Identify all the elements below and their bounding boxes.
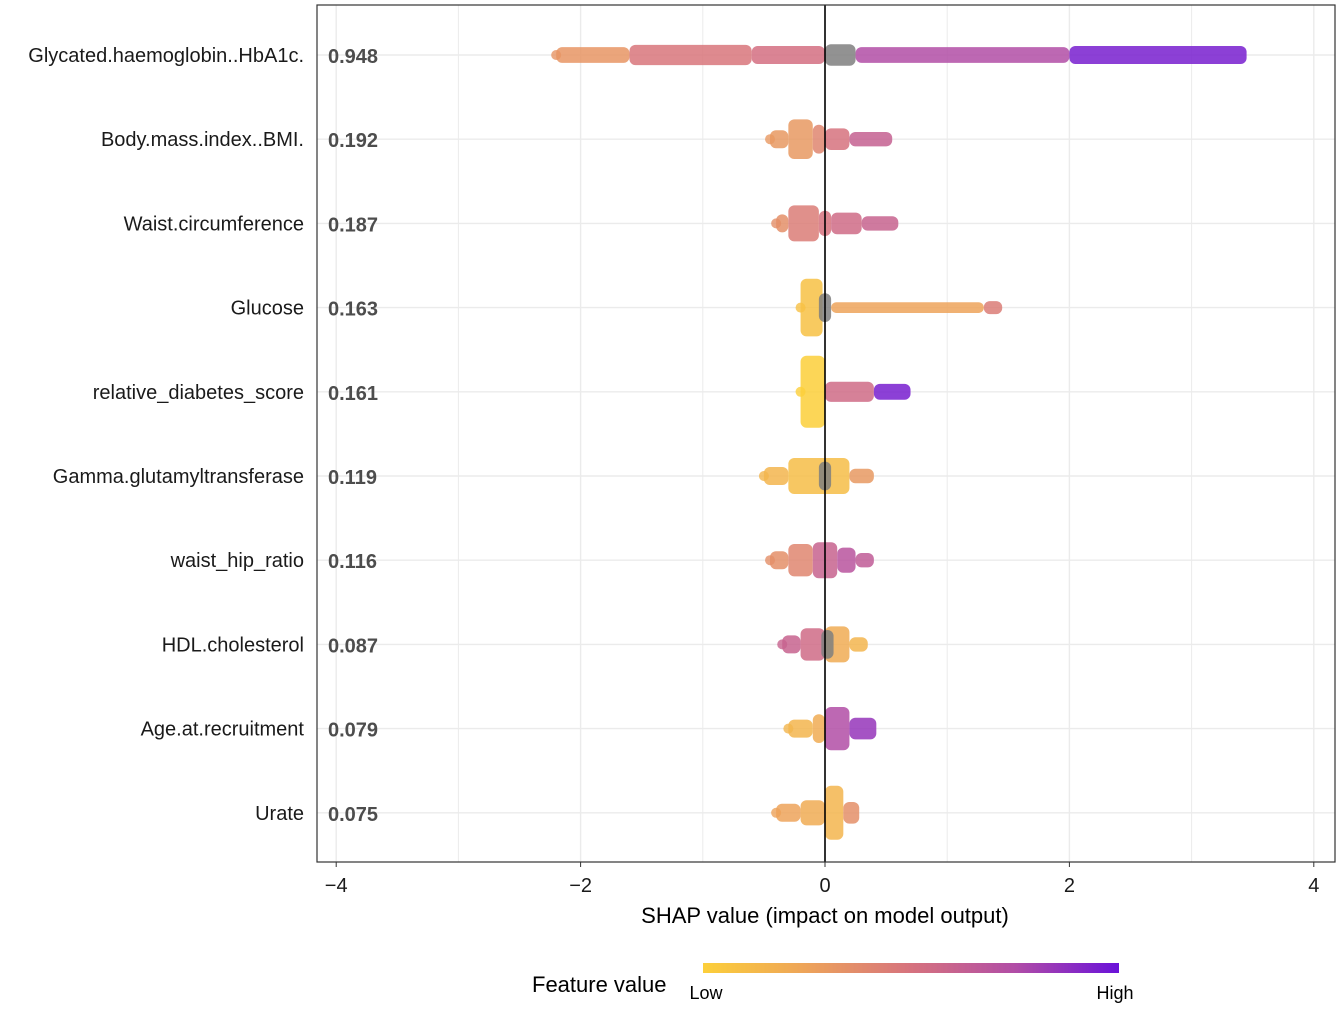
x-tick-label: 2 [1064,875,1075,897]
mean-abs-shap-label: 0.087 [328,635,378,657]
shap-point-cluster [629,44,752,66]
feature-row: HDL.cholesterol 0.087 [162,626,1335,663]
shap-point-cluster [861,216,899,231]
feature-label: Waist.circumference [124,213,304,235]
shap-point-cluster [788,205,819,242]
feature-row: Gamma.glutamyltransferase 0.119 [53,458,1335,494]
mean-abs-shap-label: 0.187 [328,214,378,236]
shap-point-cluster [556,47,630,63]
legend-title: Feature value [532,972,667,997]
shap-point-cluster [1069,46,1247,64]
shap-point-cluster [825,707,850,751]
grid [335,5,1315,862]
shap-point-cluster [821,630,834,659]
feature-row: Urate 0.075 [255,785,1335,840]
feature-label: Glycated.haemoglobin..HbA1c. [28,45,304,67]
feature-label: Glucose [231,298,304,320]
mean-abs-shap-label: 0.948 [328,46,378,68]
shap-point [765,134,776,145]
shap-point-cluster [800,355,825,428]
feature-row: Body.mass.index..BMI. 0.192 [101,119,1335,159]
shap-point-cluster [800,800,825,826]
mean-abs-shap-label: 0.079 [328,720,378,742]
shap-point-cluster [770,130,789,149]
feature-label: Urate [255,803,304,825]
shap-point-cluster [849,468,874,484]
x-tick-label: −4 [325,875,348,897]
x-tick-label: 4 [1308,875,1319,897]
shap-point [551,50,562,60]
shap-point-cluster [763,467,789,485]
shap-point [771,807,782,818]
mean-abs-shap-label: 0.163 [328,299,378,321]
feature-label: Age.at.recruitment [141,719,305,741]
x-axis-label: SHAP value (impact on model output) [641,903,1009,928]
shap-point-cluster [812,714,825,743]
shap-point-cluster [825,381,874,402]
shap-point [795,386,806,397]
shap-point-cluster [800,278,823,337]
shap-point-cluster [831,212,862,235]
shap-point-cluster [776,803,801,822]
shap-point-cluster [825,785,844,840]
shap-point-cluster [751,46,825,64]
shap-point-cluster [849,717,877,740]
shap-point [783,723,794,734]
mean-abs-shap-label: 0.119 [328,467,377,489]
legend-colorbar [703,963,1119,973]
feature-label: relative_diabetes_score [93,382,304,404]
shap-point-cluster [825,128,850,150]
shap-point-cluster [788,544,813,577]
shap-point-cluster [849,637,868,652]
feature-row: Glucose 0.163 [231,278,1335,337]
feature-label: HDL.cholesterol [162,634,304,656]
shap-point-cluster [843,802,860,824]
shap-point-cluster [855,553,874,568]
feature-label: Gamma.glutamyltransferase [53,466,304,488]
feature-row: Age.at.recruitment 0.079 [141,707,1335,751]
x-axis: −4 −2 0 2 4 [325,862,1319,897]
shap-point-cluster [770,551,789,570]
feature-rows: Glycated.haemoglobin..HbA1c. 0.948 Body.ma… [28,44,1335,840]
shap-point-cluster [788,719,813,738]
feature-row: Waist.circumference 0.187 [124,205,1335,242]
x-tick-label: 0 [819,875,830,897]
x-tick-label: −2 [569,875,592,897]
feature-label: waist_hip_ratio [170,550,304,572]
shap-point-cluster [825,44,856,66]
mean-abs-shap-label: 0.116 [328,551,377,573]
shap-point-cluster [849,132,893,147]
shap-point-cluster [837,547,856,573]
feature-row: relative_diabetes_score 0.161 [93,355,1335,428]
shap-point-cluster [831,302,984,313]
feature-label: Body.mass.index..BMI. [101,129,304,151]
legend-high-label: High [1096,983,1133,1003]
feature-row: Glycated.haemoglobin..HbA1c. 0.948 [28,44,1335,68]
shap-point-cluster [983,301,1003,315]
shap-point [758,471,769,481]
mean-abs-shap-label: 0.161 [328,383,378,405]
legend-low-label: Low [689,983,723,1003]
mean-abs-shap-label: 0.075 [328,804,378,826]
plot-panel-border [316,4,1336,863]
shap-point-cluster [788,119,813,159]
shap-point-cluster [873,383,911,400]
shap-point-cluster [812,124,825,154]
shap-point [777,639,788,650]
mean-abs-shap-label: 0.192 [328,130,378,152]
feature-row: waist_hip_ratio 0.116 [170,542,1335,579]
shap-point-cluster [782,635,801,654]
shap-point-cluster [800,628,825,661]
shap-point-cluster [776,214,789,233]
shap-point-cluster [855,47,1070,63]
shap-point [771,218,782,229]
shap-point [765,555,776,566]
shap-point [795,302,806,313]
